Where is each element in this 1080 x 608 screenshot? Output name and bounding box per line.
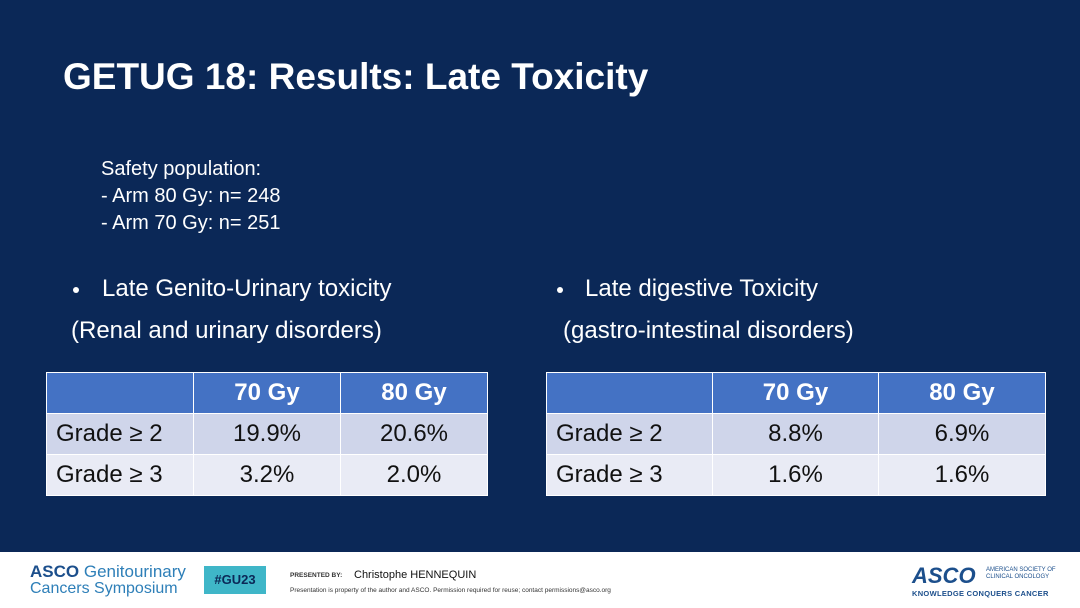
table-row: Grade ≥ 2 19.9% 20.6%: [46, 413, 488, 455]
safety-heading: Safety population:: [101, 158, 262, 180]
bullet-text: Late Genito-Urinary toxicity: [102, 275, 392, 302]
slide-title: GETUG 18: Results: Late Toxicity: [63, 56, 649, 97]
asco-gu-logo: ASCO Genitourinary: [30, 562, 186, 582]
row-label: Grade ≥ 3: [46, 454, 194, 496]
row-label: Grade ≥ 2: [46, 413, 194, 455]
asco-tagline: KNOWLEDGE CONQUERS CANCER: [912, 589, 1049, 598]
table-cell: 1.6%: [878, 454, 1046, 496]
header-row: 70 Gy 80 Gy: [546, 372, 1046, 414]
safety-line: - Arm 70 Gy: n= 251: [101, 212, 281, 234]
safety-line: - Arm 80 Gy: n= 248: [101, 185, 281, 207]
toxicity-table: 70 Gy 80 Gy Grade ≥ 2 19.9% 20.6% Grade ≥ 3 3.…: [46, 372, 488, 496]
header-cell: 70 Gy: [712, 372, 879, 414]
notice: Presentation is property of the author a…: [290, 587, 611, 594]
section-subtitle: (Renal and urinary disorders): [71, 317, 382, 344]
footer: ASCO Genitourinary Cancers Symposium #GU…: [0, 552, 1080, 608]
presented-by-label: PRESENTED BY:: [290, 572, 343, 579]
hashtag-badge: #GU23: [204, 566, 266, 594]
table-cell: 8.8%: [712, 413, 879, 455]
toxicity-table: 70 Gy 80 Gy Grade ≥ 2 8.8% 6.9% Grade ≥ 3 1.6%…: [546, 372, 1046, 496]
table-row: Grade ≥ 3 3.2% 2.0%: [46, 454, 488, 496]
table-cell: 6.9%: [878, 413, 1046, 455]
logo-line: Cancers Symposium: [30, 580, 178, 597]
header-cell: [46, 372, 194, 414]
table-row: Grade ≥ 3 1.6% 1.6%: [546, 454, 1046, 496]
table-cell: 20.6%: [340, 413, 488, 455]
row-label: Grade ≥ 3: [546, 454, 713, 496]
header-cell: [546, 372, 713, 414]
table-row: Grade ≥ 2 8.8% 6.9%: [546, 413, 1046, 455]
logo-line: Genitourinary: [83, 562, 186, 581]
header-cell: 70 Gy: [193, 372, 341, 414]
asco-logo: ASCO: [912, 563, 976, 588]
table-cell: 19.9%: [193, 413, 341, 455]
table-cell: 1.6%: [712, 454, 879, 496]
safety-population: Safety population: - Arm 80 Gy: n= 248 -…: [101, 156, 281, 237]
bullet-dot: [73, 287, 79, 293]
header-cell: 80 Gy: [340, 372, 488, 414]
header-row: 70 Gy 80 Gy: [46, 372, 488, 414]
bullet-text: Late digestive Toxicity: [585, 275, 819, 302]
section-subtitle: (gastro-intestinal disorders): [563, 317, 854, 344]
logo-brand: ASCO: [30, 562, 80, 581]
bullet-dot: [557, 287, 563, 293]
header-cell: 80 Gy: [878, 372, 1046, 414]
row-label: Grade ≥ 2: [546, 413, 713, 455]
presenter: Christophe HENNEQUIN: [354, 569, 477, 581]
table-cell: 2.0%: [340, 454, 488, 496]
asco-org: AMERICAN SOCIETY OF CLINICAL ONCOLOGY: [986, 567, 1056, 580]
table-cell: 3.2%: [193, 454, 341, 496]
